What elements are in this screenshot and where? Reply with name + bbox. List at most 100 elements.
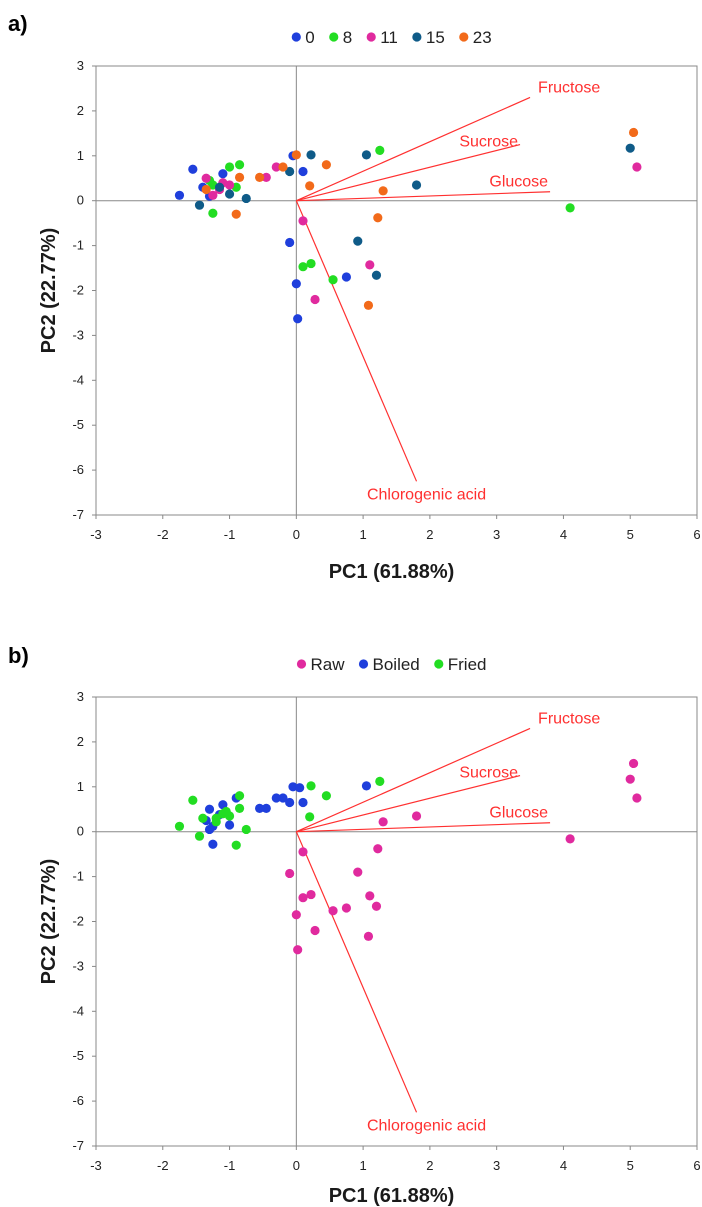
y-tick-label: -4 xyxy=(72,1003,84,1018)
plot-area: 3 2 1 0 -1 -2 -3 -4 -5 -6 -7 -3 -2 -1 0 1 2 3 4 5 6 Fructos… xyxy=(72,689,700,1173)
legend-marker xyxy=(459,32,469,42)
y-tick-labels: 3 2 1 0 -1 -2 -3 -4 -5 -6 -7 xyxy=(72,58,96,522)
y-tick-labels: 3 2 1 0 -1 -2 -3 -4 -5 -6 -7 xyxy=(72,689,96,1153)
data-point-raw xyxy=(298,847,308,857)
data-point-15 xyxy=(194,200,205,210)
legend-marker xyxy=(358,659,369,669)
loading-line-chlorogenic-acid xyxy=(295,831,418,1113)
y-tick-label: 0 xyxy=(77,193,84,208)
data-point-15 xyxy=(361,150,372,160)
data-point-boiled xyxy=(255,803,265,813)
data-point-raw xyxy=(310,925,320,936)
x-tick-label: 5 xyxy=(627,527,634,542)
y-axis-title: PC2 (22.77%) xyxy=(38,228,60,354)
data-point-raw xyxy=(628,758,639,769)
data-point-raw xyxy=(373,844,383,854)
data-point-fried xyxy=(221,806,231,817)
legend-label: Raw xyxy=(310,655,345,674)
legend-label: Boiled xyxy=(373,655,420,674)
data-point-8 xyxy=(375,145,385,156)
data-point-raw xyxy=(363,931,374,941)
legend-marker xyxy=(366,32,376,42)
data-point-fried xyxy=(188,795,198,805)
data-point-boiled xyxy=(224,820,235,830)
data-point-fried xyxy=(234,803,245,813)
y-tick-label: 1 xyxy=(77,148,84,163)
data-point-8 xyxy=(328,275,338,285)
data-point-boiled xyxy=(361,781,372,791)
data-point-15 xyxy=(625,143,635,153)
data-point-boiled xyxy=(295,783,305,793)
data-point-fried xyxy=(375,776,385,787)
data-point-boiled xyxy=(285,797,295,808)
loading-label: Chlorogenic acid xyxy=(367,486,486,503)
data-point-8 xyxy=(234,160,245,170)
data-point-raw xyxy=(298,893,308,903)
data-point-fried xyxy=(321,791,331,801)
data-point-raw xyxy=(306,889,316,900)
x-axis-title: PC1 (61.88%) xyxy=(329,561,455,583)
legend-label: Fried xyxy=(448,655,487,674)
panel-label: b) xyxy=(8,643,29,668)
data-point-23 xyxy=(321,160,331,170)
data-point-23 xyxy=(201,184,211,195)
y-tick-label: -6 xyxy=(72,1093,84,1108)
data-point-raw xyxy=(293,945,303,955)
data-point-0 xyxy=(174,190,185,200)
data-point-raw xyxy=(365,891,375,901)
data-point-raw xyxy=(625,774,635,784)
data-points xyxy=(174,127,642,324)
x-tick-label: 0 xyxy=(293,527,300,542)
x-tick-label: 4 xyxy=(560,1158,567,1173)
data-point-raw xyxy=(328,906,338,916)
data-point-8 xyxy=(306,258,316,269)
data-point-boiled xyxy=(261,803,271,813)
legend: 0 8 11 15 23 xyxy=(291,28,492,47)
loading-label: Glucose xyxy=(489,174,548,191)
data-point-15 xyxy=(306,150,316,160)
data-point-fried xyxy=(234,791,245,801)
y-tick-label: -5 xyxy=(72,1048,84,1063)
y-tick-label: 3 xyxy=(77,689,84,704)
y-tick-label: -3 xyxy=(72,958,84,973)
data-point-23 xyxy=(231,209,241,219)
data-point-fried xyxy=(305,812,315,822)
x-tick-label: 6 xyxy=(693,527,700,542)
legend-label: 11 xyxy=(380,28,398,47)
data-point-fried xyxy=(211,817,221,827)
data-point-boiled xyxy=(204,804,215,814)
y-tick-label: 2 xyxy=(77,734,84,749)
data-point-15 xyxy=(241,193,251,204)
data-point-15 xyxy=(411,180,422,190)
data-point-15 xyxy=(224,189,235,199)
data-point-15 xyxy=(353,236,363,246)
data-point-fried xyxy=(194,831,205,841)
x-tick-labels: -3 -2 -1 0 1 2 3 4 5 6 xyxy=(90,515,701,542)
data-point-raw xyxy=(632,793,642,803)
data-point-11 xyxy=(298,216,308,226)
loading-vectors: Fructose Sucrose Glucose Chlorogenic acid xyxy=(295,710,600,1134)
data-point-23 xyxy=(373,213,383,223)
y-tick-label: 2 xyxy=(77,103,84,118)
y-axis-title: PC2 (22.77%) xyxy=(38,859,60,985)
data-point-8 xyxy=(565,203,575,213)
data-point-0 xyxy=(188,164,198,174)
data-point-11 xyxy=(208,190,218,200)
data-point-boiled xyxy=(208,839,218,849)
data-point-raw xyxy=(371,901,382,911)
plot-frame xyxy=(95,65,698,516)
y-tick-label: 3 xyxy=(77,58,84,73)
x-tick-label: -2 xyxy=(157,527,169,542)
data-point-23 xyxy=(291,150,301,160)
data-point-11 xyxy=(224,180,235,190)
legend-marker xyxy=(434,659,444,669)
legend-marker xyxy=(291,32,301,42)
data-point-11 xyxy=(261,172,271,182)
x-tick-label: 5 xyxy=(627,1158,634,1173)
data-point-0 xyxy=(298,166,308,177)
data-point-0 xyxy=(285,237,295,248)
y-tick-label: -3 xyxy=(72,327,84,342)
panel-label: a) xyxy=(8,11,28,36)
legend-label: 8 xyxy=(343,28,352,47)
